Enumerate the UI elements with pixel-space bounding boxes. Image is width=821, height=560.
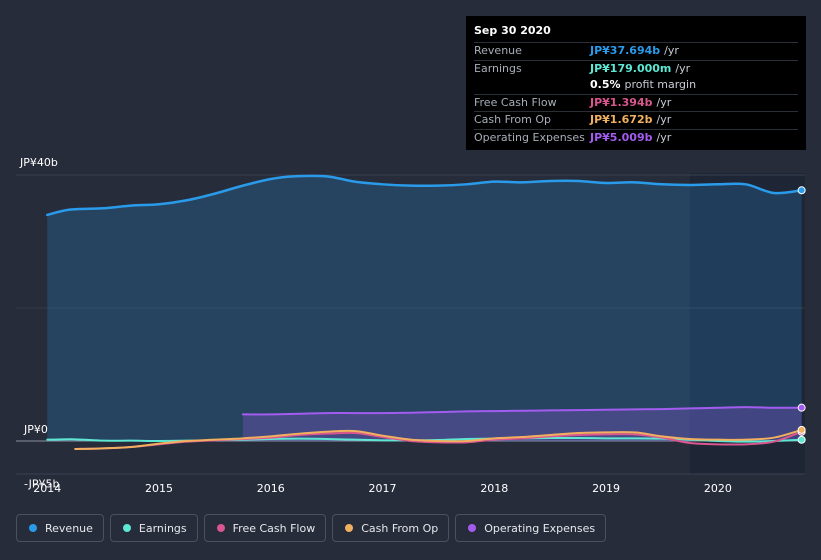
tooltip-unit: /yr	[664, 44, 679, 57]
earnings-dot-icon	[122, 524, 131, 532]
tooltip-unit: /yr	[656, 95, 672, 109]
tooltip-value: JP¥1.672b	[590, 113, 653, 126]
y-tick-label: JP¥0	[23, 423, 48, 436]
tooltip-value: JP¥179.000m	[590, 61, 672, 75]
tooltip-row-opex: Operating Expenses JP¥5.009b /yr	[474, 128, 798, 147]
tooltip-date: Sep 30 2020	[474, 24, 551, 37]
forecast-region	[689, 173, 805, 474]
tooltip-row-margin: 0.5% profit margin	[474, 77, 798, 94]
operating-expenses-end-point	[797, 403, 806, 412]
tooltip-unit: profit margin	[624, 78, 697, 91]
y-tick-label: JP¥40b	[19, 156, 58, 169]
revenue-area	[47, 175, 802, 441]
tooltip-label: Revenue	[474, 44, 522, 57]
chart-area: JP¥40b JP¥0 -JP¥5b 2014 2015 2016 2017 2018 201…	[16, 156, 806, 495]
x-tick-label: 2019	[592, 482, 620, 495]
tooltip-unit: /yr	[656, 130, 672, 144]
cash-from-op-end-point	[797, 425, 806, 434]
data-tooltip: Sep 30 2020 Revenue JP¥37.694b /yr Earni…	[466, 16, 806, 150]
x-tick-label: 2017	[369, 482, 397, 495]
legend-label: Revenue	[45, 521, 93, 535]
tooltip-label: Operating Expenses	[474, 130, 585, 144]
tooltip-value: JP¥5.009b	[590, 130, 653, 144]
legend-item-operating-expenses[interactable]: Operating Expenses	[455, 514, 607, 542]
tooltip-label: Cash From Op	[474, 113, 552, 126]
x-tick-label: 2020	[704, 482, 732, 495]
operating-expenses-area	[242, 407, 802, 441]
tooltip-value: JP¥1.394b	[590, 95, 653, 109]
tooltip-label: Free Cash Flow	[474, 95, 557, 109]
operating-expenses-dot-icon	[468, 524, 477, 532]
x-tick-label: 2014	[33, 482, 61, 495]
tooltip-value: JP¥37.694b	[590, 44, 661, 57]
chart-legend: Revenue Earnings Free Cash Flow Cash Fro…	[16, 514, 607, 542]
cash-from-op-dot-icon	[345, 524, 354, 532]
x-tick-label: 2018	[480, 482, 508, 495]
operating-expenses-line	[241, 406, 803, 416]
cash-from-op-line	[74, 428, 803, 450]
tooltip-row-fcf: Free Cash Flow JP¥1.394b /yr	[474, 93, 798, 112]
legend-label: Free Cash Flow	[232, 521, 316, 535]
legend-item-earnings[interactable]: Earnings	[109, 514, 198, 542]
legend-label: Cash From Op	[361, 521, 439, 535]
tooltip-label	[474, 77, 590, 94]
legend-item-free-cash-flow[interactable]: Free Cash Flow	[203, 514, 327, 542]
tooltip-unit: /yr	[675, 61, 691, 75]
tooltip-label: Earnings	[474, 61, 522, 75]
free-cash-flow-dot-icon	[216, 524, 225, 532]
tooltip-row-cfo: Cash From Op JP¥1.672b /yr	[474, 111, 798, 129]
legend-label: Operating Expenses	[484, 521, 596, 535]
x-tick-label: 2015	[145, 482, 173, 495]
tooltip-row-earnings: Earnings JP¥179.000m /yr	[474, 59, 798, 78]
x-tick-label: 2016	[257, 482, 285, 495]
legend-item-revenue[interactable]: Revenue	[16, 514, 104, 542]
revenue-end-point	[797, 186, 806, 195]
revenue-dot-icon	[29, 524, 37, 532]
legend-item-cash-from-op[interactable]: Cash From Op	[332, 514, 450, 542]
tooltip-row-revenue: Revenue JP¥37.694b /yr	[474, 42, 798, 60]
revenue-line	[46, 174, 803, 217]
earnings-end-point	[797, 435, 806, 444]
y-tick-label: -JP¥5b	[24, 477, 59, 490]
tooltip-unit: /yr	[656, 113, 672, 126]
tooltip-value: 0.5%	[590, 78, 621, 91]
legend-label: Earnings	[138, 521, 187, 535]
